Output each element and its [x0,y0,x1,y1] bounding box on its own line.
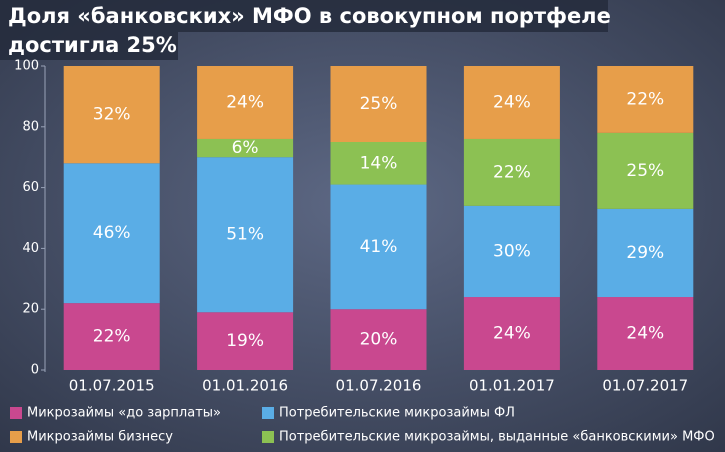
bar-segment [597,66,694,133]
bar-segment [330,66,427,142]
data-label: 32% [93,105,131,125]
data-label: 41% [360,237,398,257]
bar-segment [63,163,160,304]
y-tick-label: 60 [22,180,39,195]
bar-segment [63,66,160,164]
x-tick-label: 01.07.2017 [602,377,688,395]
data-label: 51% [226,225,264,245]
data-label: 24% [493,92,531,112]
x-tick-label: 01.07.2015 [69,377,155,395]
y-tick-label: 20 [22,302,39,317]
data-label: 24% [493,324,531,344]
data-label: 24% [626,324,664,344]
data-label: 22% [626,89,664,109]
bar-segment [330,309,427,370]
title-box [0,32,178,60]
data-label: 29% [626,243,664,263]
bar-segment [597,297,694,370]
bar-segment [197,138,294,158]
y-tick-label: 100 [14,59,39,74]
y-tick-label: 0 [31,363,39,378]
bar-segment [463,138,560,206]
y-tick-label: 40 [22,241,39,256]
bar-segment [63,303,160,370]
data-label: 25% [626,161,664,181]
title-box [0,0,608,32]
bar-segment [463,66,560,139]
data-label: 6% [232,138,259,158]
bar-segment [463,297,560,370]
bar-segment [197,66,294,139]
data-label: 46% [93,223,131,243]
bar-segment [597,208,694,298]
data-label: 22% [93,327,131,347]
bar-segment [330,142,427,185]
legend-swatch [262,431,274,443]
bar-segment [597,132,694,209]
x-tick-label: 01.01.2017 [469,377,555,395]
data-label: 24% [226,92,264,112]
data-label: 19% [226,331,264,351]
x-tick-label: 01.07.2016 [336,377,422,395]
legend-label: Потребительские микрозаймы ФЛ [279,406,515,421]
legend-swatch [10,407,22,419]
bar-segment [330,184,427,310]
bar-segment [197,157,294,313]
bar-segment [463,205,560,298]
data-label: 20% [360,330,398,350]
data-label: 14% [360,153,398,173]
legend-swatch [10,431,22,443]
legend-label: Микрозаймы бизнесу [27,430,173,445]
chart-title: Доля «банковских» МФО в совокупном портф… [8,4,611,28]
data-label: 25% [360,94,398,114]
y-tick-label: 80 [22,119,39,134]
legend-label: Потребительские микрозаймы, выданные «ба… [279,430,715,445]
bar-segment [197,312,294,370]
x-tick-label: 01.01.2016 [202,377,288,395]
data-label: 30% [493,241,531,261]
chart-title: достигла 25% [8,33,177,57]
legend-swatch [262,407,274,419]
legend-label: Микрозаймы «до зарплаты» [27,406,221,421]
data-label: 22% [493,162,531,182]
